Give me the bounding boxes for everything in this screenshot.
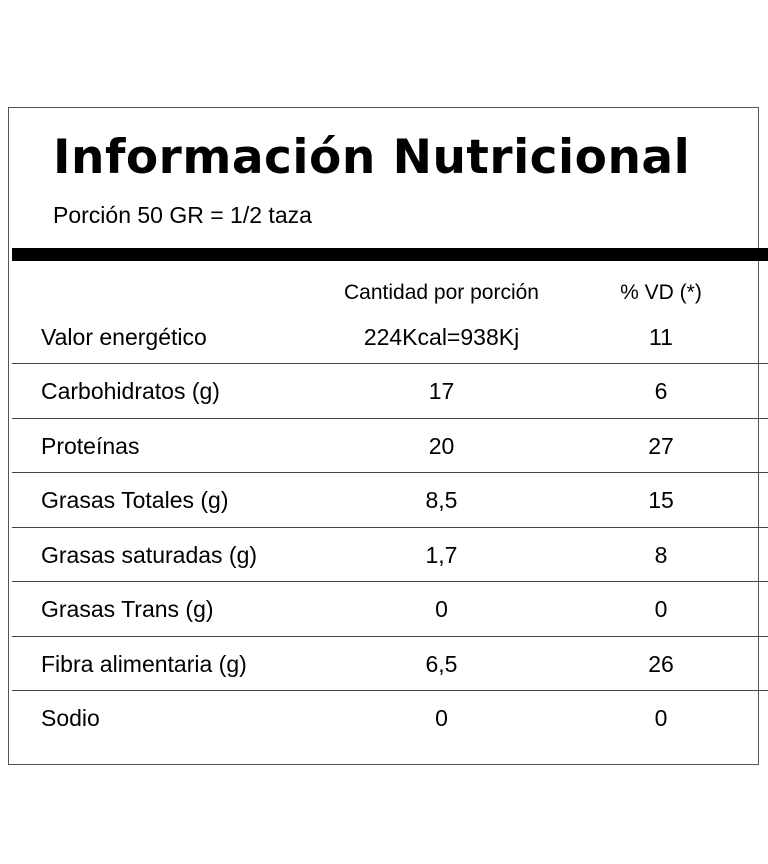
nutrition-title: Información Nutricional bbox=[53, 130, 691, 185]
nutrient-row-proteins: Proteínas 20 27 bbox=[9, 419, 768, 473]
row-divider bbox=[12, 363, 768, 364]
nutrient-quantity: 1,7 bbox=[425, 541, 458, 568]
nutrient-row-total-fat: Grasas Totales (g) 8,5 15 bbox=[9, 473, 768, 528]
nutrient-row-dietary-fiber: Fibra alimentaria (g) 6,5 26 bbox=[9, 637, 768, 691]
nutrient-table: Valor energético 224Kcal=938Kj 11 Carboh… bbox=[9, 310, 768, 746]
thick-divider bbox=[12, 248, 768, 261]
nutrient-quantity: 20 bbox=[428, 432, 455, 459]
row-divider bbox=[12, 526, 768, 528]
daily-value-column-header: % VD (*) bbox=[620, 281, 702, 304]
nutrient-name: Grasas saturadas (g) bbox=[41, 541, 258, 568]
nutrient-row-trans-fat: Grasas Trans (g) 0 0 bbox=[9, 582, 768, 637]
nutrient-name: Carbohidratos (g) bbox=[41, 378, 220, 404]
portion-size: Porción 50 GR = 1/2 taza bbox=[53, 202, 312, 228]
row-divider bbox=[12, 472, 768, 473]
nutrient-row-carbohydrates: Carbohidratos (g) 17 6 bbox=[9, 364, 768, 419]
nutrient-name: Grasas Trans (g) bbox=[41, 596, 214, 622]
nutrient-daily-value: 0 bbox=[654, 705, 668, 731]
nutrient-name: Fibra alimentaria (g) bbox=[41, 650, 247, 677]
nutrient-name: Proteínas bbox=[41, 432, 140, 459]
nutrient-quantity: 8,5 bbox=[425, 487, 458, 513]
quantity-column-header: Cantidad por porción bbox=[344, 281, 539, 304]
nutrient-quantity: 6,5 bbox=[425, 650, 458, 677]
nutrient-quantity: 17 bbox=[428, 378, 455, 404]
nutrient-row-saturated-fat: Grasas saturadas (g) 1,7 8 bbox=[9, 528, 768, 582]
row-divider bbox=[12, 690, 768, 691]
nutrient-name: Sodio bbox=[41, 705, 100, 731]
nutrient-quantity: 224Kcal=938Kj bbox=[363, 324, 520, 350]
nutrient-daily-value: 15 bbox=[648, 487, 674, 513]
row-divider bbox=[12, 417, 768, 419]
nutrient-daily-value: 27 bbox=[648, 432, 674, 459]
nutrient-daily-value: 8 bbox=[654, 541, 668, 568]
row-divider bbox=[12, 635, 768, 637]
nutrient-row-energy: Valor energético 224Kcal=938Kj 11 bbox=[9, 310, 768, 364]
nutrient-daily-value: 11 bbox=[649, 324, 673, 350]
row-divider bbox=[12, 581, 768, 582]
nutrition-facts-panel: Información Nutricional Porción 50 GR = … bbox=[8, 107, 768, 765]
nutrient-quantity: 0 bbox=[435, 596, 448, 622]
nutrient-name: Grasas Totales (g) bbox=[41, 487, 229, 513]
nutrient-daily-value: 0 bbox=[654, 596, 668, 622]
nutrient-daily-value: 26 bbox=[648, 650, 674, 677]
nutrient-daily-value: 6 bbox=[654, 378, 668, 404]
nutrient-row-sodium: Sodio 0 0 bbox=[9, 691, 760, 746]
nutrient-name: Valor energético bbox=[41, 324, 207, 350]
nutrient-quantity: 0 bbox=[435, 705, 448, 731]
